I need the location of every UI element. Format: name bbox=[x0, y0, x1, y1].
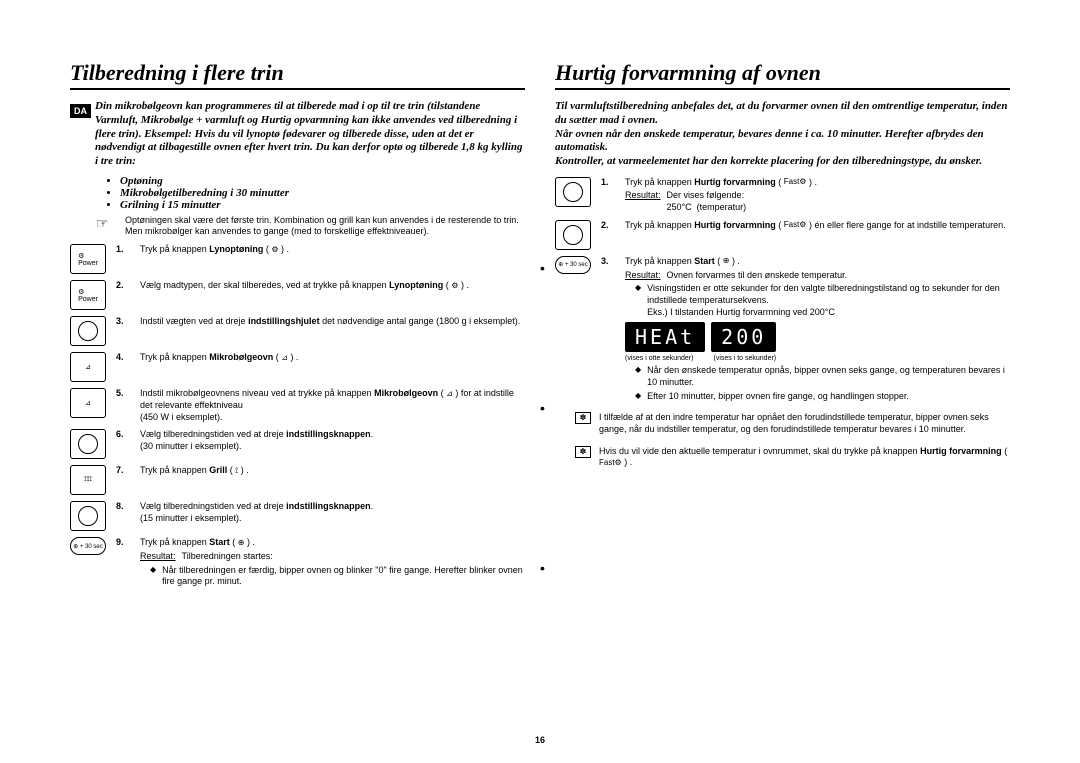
step-number: 6. bbox=[116, 429, 130, 439]
display-caption: (vises i otte sekunder)(vises i to sekun… bbox=[625, 354, 1010, 363]
step-number: 1. bbox=[116, 244, 130, 254]
display-panel: HEAt 200 bbox=[625, 322, 1010, 352]
right-notes: ✽ I tilfælde af at den indre temperatur … bbox=[555, 412, 1010, 469]
step-number: 4. bbox=[116, 352, 130, 362]
bullet-2: Mikrobølgetilberedning i 30 minutter bbox=[120, 187, 525, 199]
step-row: 1. Tryk på knappen Hurtig forvarmning ( … bbox=[555, 177, 1010, 214]
micro-icon: ⊿ bbox=[70, 388, 106, 418]
result-bullet: Når den ønskede temperatur opnås, bipper… bbox=[635, 365, 1010, 388]
separator-dot: • bbox=[540, 400, 545, 416]
step-number: 2. bbox=[116, 280, 130, 290]
step-number: 8. bbox=[116, 501, 130, 511]
note-text: I tilfælde af at den indre temperatur ha… bbox=[599, 412, 1010, 435]
left-bullets: Optøning Mikrobølgetilberedning i 30 min… bbox=[110, 175, 525, 211]
step-text: Vælg tilberedningstiden ved at dreje ind… bbox=[140, 429, 525, 452]
step-row: ⊕ + 30 sec 3. Tryk på knappen Start ( ⊕ … bbox=[555, 256, 1010, 403]
left-note: Optøningen skal være det første trin. Ko… bbox=[125, 215, 525, 238]
step-row: ⟟⟟⟟ 7. Tryk på knappen Grill ( ⟟ ) . bbox=[70, 465, 525, 495]
bullet-1: Optøning bbox=[120, 175, 525, 187]
note-box: ✽ Hvis du vil vide den aktuelle temperat… bbox=[575, 446, 1010, 469]
left-steps: ⚙Power 1. Tryk på knappen Lynoptøning ( … bbox=[70, 244, 525, 588]
manual-spread: Tilberedning i flere trin DA Din mikrobø… bbox=[70, 60, 1010, 594]
step-row: 2. Tryk på knappen Hurtig forvarmning ( … bbox=[555, 220, 1010, 250]
result-label: Resultat: bbox=[140, 551, 176, 563]
note-box: ✽ I tilfælde af at den indre temperatur … bbox=[575, 412, 1010, 435]
note-icon: ✽ bbox=[575, 446, 591, 458]
result-label: Resultat: bbox=[625, 270, 661, 282]
left-title: Tilberedning i flere trin bbox=[70, 60, 525, 90]
step-row: ⚙Power 1. Tryk på knappen Lynoptøning ( … bbox=[70, 244, 525, 274]
step-text: Tryk på knappen Start ( ⊕ ) .Resultat:Ti… bbox=[140, 537, 525, 588]
step-row: ⊿ 4. Tryk på knappen Mikrobølgeovn ( ⊿ )… bbox=[70, 352, 525, 382]
step-text: Tryk på knappen Hurtig forvarmning ( Fas… bbox=[625, 220, 1010, 232]
step-text: Tryk på knappen Lynoptøning ( ⚙ ) . bbox=[140, 244, 525, 256]
pointer-icon: ☞ bbox=[96, 215, 109, 232]
display-temp: 200 bbox=[711, 322, 776, 352]
start-button-icon: ⊕ + 30 sec bbox=[555, 256, 591, 274]
right-column: Hurtig forvarmning af ovnen Til varmluft… bbox=[555, 60, 1010, 594]
dial-icon bbox=[70, 316, 106, 346]
step-number: 9. bbox=[116, 537, 130, 547]
step-text: Vælg tilberedningstiden ved at dreje ind… bbox=[140, 501, 525, 524]
result-label: Resultat: bbox=[625, 190, 661, 213]
step-text: Indstil vægten ved at dreje indstillings… bbox=[140, 316, 525, 328]
dial-icon bbox=[70, 429, 106, 459]
power-icon: ⚙Power bbox=[70, 244, 106, 274]
step-text: Indstil mikrobølgeovnens niveau ved at t… bbox=[140, 388, 525, 423]
note-icon: ✽ bbox=[575, 412, 591, 424]
dial-icon bbox=[555, 177, 591, 207]
display-heat: HEAt bbox=[625, 322, 705, 352]
left-column: Tilberedning i flere trin DA Din mikrobø… bbox=[70, 60, 525, 594]
step-text: Vælg madtypen, der skal tilberedes, ved … bbox=[140, 280, 525, 292]
dial-icon bbox=[70, 501, 106, 531]
separator-dot: • bbox=[540, 260, 545, 276]
step-number: 5. bbox=[116, 388, 130, 398]
grill-icon: ⟟⟟⟟ bbox=[70, 465, 106, 495]
step-row: 6. Vælg tilberedningstiden ved at dreje … bbox=[70, 429, 525, 459]
step-number: 1. bbox=[601, 177, 615, 187]
result-text: Tilberedningen startes: bbox=[182, 551, 273, 563]
result-bullet: Efter 10 minutter, bipper ovnen fire gan… bbox=[635, 391, 1010, 403]
lang-badge: DA bbox=[70, 104, 91, 118]
left-intro-wrap: DA Din mikrobølgeovn kan programmeres ti… bbox=[70, 100, 525, 169]
step-row: ⚙Power 2. Vælg madtypen, der skal tilber… bbox=[70, 280, 525, 310]
step-row: ⊕ + 30 sec 9. Tryk på knappen Start ( ⊕ … bbox=[70, 537, 525, 588]
left-intro: Din mikrobølgeovn kan programmeres til a… bbox=[95, 100, 525, 169]
step-number: 3. bbox=[116, 316, 130, 326]
right-intro: Til varmluftstilberedning anbefales det,… bbox=[555, 100, 1010, 169]
note-text: Hvis du vil vide den aktuelle temperatur… bbox=[599, 446, 1010, 469]
step-row: ⊿ 5. Indstil mikrobølgeovnens niveau ved… bbox=[70, 388, 525, 423]
step-number: 7. bbox=[116, 465, 130, 475]
result-text: Ovnen forvarmes til den ønskede temperat… bbox=[667, 270, 848, 282]
micro-icon: ⊿ bbox=[70, 352, 106, 382]
start-button-icon: ⊕ + 30 sec bbox=[70, 537, 106, 555]
step-row: 3. Indstil vægten ved at dreje indstilli… bbox=[70, 316, 525, 346]
dial-icon bbox=[555, 220, 591, 250]
result-bullet: Når tilberedningen er færdig, bipper ovn… bbox=[150, 565, 525, 588]
step-text: Tryk på knappen Start ( ⊕ ) .Resultat:Ov… bbox=[625, 256, 1010, 403]
step-number: 2. bbox=[601, 220, 615, 230]
step-text: Tryk på knappen Mikrobølgeovn ( ⊿ ) . bbox=[140, 352, 525, 364]
page-number: 16 bbox=[535, 735, 545, 745]
power-icon: ⚙Power bbox=[70, 280, 106, 310]
right-title: Hurtig forvarmning af ovnen bbox=[555, 60, 1010, 90]
separator-dot: • bbox=[540, 560, 545, 576]
step-text: Tryk på knappen Grill ( ⟟ ) . bbox=[140, 465, 525, 477]
step-number: 3. bbox=[601, 256, 615, 266]
right-steps: 1. Tryk på knappen Hurtig forvarmning ( … bbox=[555, 177, 1010, 403]
result-text: Der vises følgende:250°C (temperatur) bbox=[667, 190, 747, 213]
result-bullet: Visningstiden er otte sekunder for den v… bbox=[635, 283, 1010, 318]
step-text: Tryk på knappen Hurtig forvarmning ( Fas… bbox=[625, 177, 1010, 214]
bullet-3: Grilning i 15 minutter bbox=[120, 199, 525, 211]
step-row: 8. Vælg tilberedningstiden ved at dreje … bbox=[70, 501, 525, 531]
